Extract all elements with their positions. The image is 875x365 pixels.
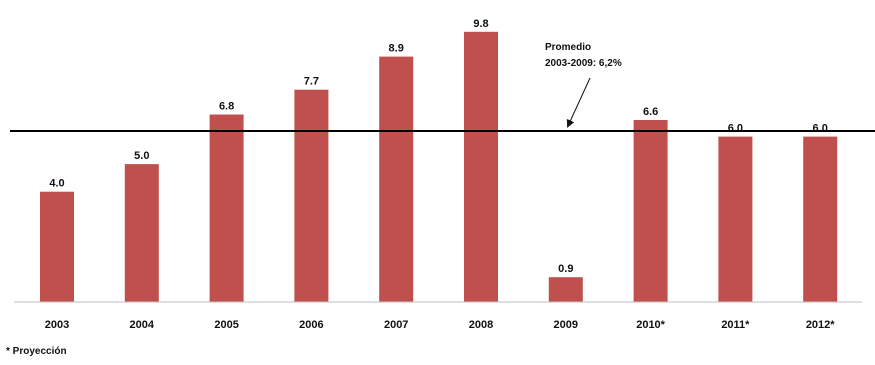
x-tick-label-2004: 2004 <box>130 319 155 331</box>
value-label-2003: 4.0 <box>49 178 64 190</box>
bar-2012-proj <box>803 136 838 302</box>
bar-2005 <box>209 114 244 302</box>
value-label-2009: 0.9 <box>558 263 573 275</box>
bar-2010-proj <box>633 120 668 302</box>
value-label-2008: 9.8 <box>473 18 488 30</box>
bar-2003 <box>40 191 74 302</box>
x-tick-label-2006: 2006 <box>299 319 323 331</box>
bar-2011-proj <box>718 136 753 302</box>
x-tick-label-2010-proj: 2010* <box>636 319 665 331</box>
x-tick-label-2009: 2009 <box>554 319 578 331</box>
value-label-2007: 8.9 <box>389 43 404 55</box>
value-label-2011-proj: 6.0 <box>728 123 743 135</box>
bar-2008 <box>464 31 498 303</box>
annotation-arrow <box>566 77 591 128</box>
value-label-2010-proj: 6.6 <box>643 106 658 118</box>
x-tick-label-2003: 2003 <box>45 319 69 331</box>
x-tick-label-2007: 2007 <box>384 319 408 331</box>
annotation-period: 2003-2009: 6,2% <box>545 58 622 69</box>
value-labels-layer: 4.0 5.0 6.8 7.7 8.9 9.8 0.9 6.6 6.0 6.0 <box>49 18 827 275</box>
value-label-2006: 7.7 <box>304 76 319 88</box>
bar-2009 <box>548 277 583 302</box>
value-label-2012-proj: 6.0 <box>813 123 828 135</box>
bar-2004 <box>124 164 159 302</box>
bar-2007 <box>379 56 414 302</box>
value-label-2004: 5.0 <box>134 150 149 162</box>
annotation-title: Promedio <box>545 42 591 53</box>
bars-layer <box>40 31 838 303</box>
x-tick-label-2005: 2005 <box>214 319 238 331</box>
bar-2006 <box>294 89 329 302</box>
x-tick-label-2008: 2008 <box>469 319 493 331</box>
x-tick-label-2012-proj: 2012* <box>806 319 835 331</box>
value-label-2005: 6.8 <box>219 101 234 113</box>
x-tick-label-2011-proj: 2011* <box>721 319 750 331</box>
footnote: * Proyección <box>6 346 67 357</box>
x-tick-labels-layer: 2003 2004 2005 2006 2007 2008 2009 2010* 2011* 20… <box>45 319 836 331</box>
